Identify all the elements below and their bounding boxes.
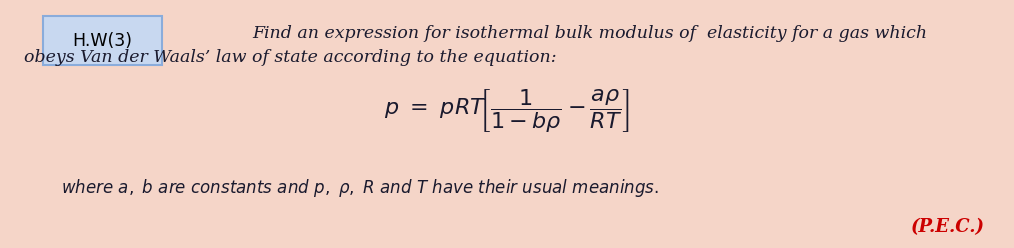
Text: obeys Van der Waals’ law of state according to the equation:: obeys Van der Waals’ law of state accord… [23,50,557,66]
Text: Find an expression for isothermal bulk modulus of  elasticity for a gas which: Find an expression for isothermal bulk m… [252,26,928,42]
Text: (P.E.C.): (P.E.C.) [911,218,985,236]
Text: $\mathit{where\ a,\ b\ are\ constants\ and\ p,\ \rho,\ R\ and\ T\ have\ their\ u: $\mathit{where\ a,\ b\ are\ constants\ a… [61,177,659,199]
Text: $p \ = \ pRT\!\left[\dfrac{1}{1-b\rho} - \dfrac{a\rho}{RT}\right]$: $p \ = \ pRT\!\left[\dfrac{1}{1-b\rho} -… [384,87,630,133]
Text: H.W(3): H.W(3) [72,31,133,50]
FancyBboxPatch shape [43,16,162,65]
